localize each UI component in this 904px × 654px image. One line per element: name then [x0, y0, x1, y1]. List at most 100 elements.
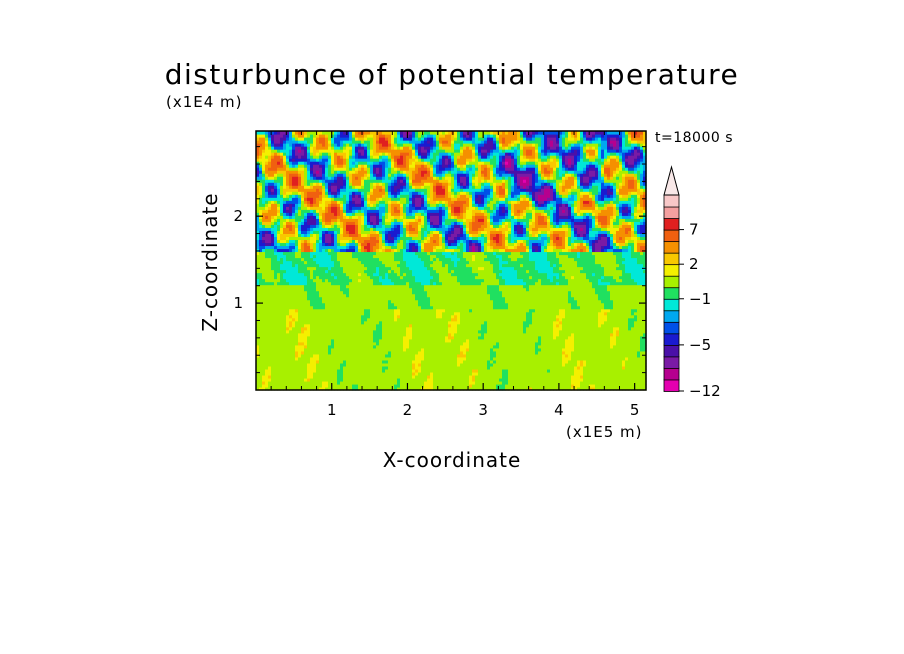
heatmap-cell — [262, 365, 266, 370]
heatmap-cell — [271, 335, 275, 340]
heatmap-cell — [292, 320, 296, 325]
heatmap-cell — [274, 224, 278, 228]
heatmap-cell — [262, 173, 266, 177]
heatmap-cell — [256, 170, 260, 174]
heatmap-cell — [289, 287, 293, 292]
heatmap-cell — [256, 290, 260, 295]
heatmap-cell — [265, 380, 269, 385]
heatmap-cell — [274, 137, 278, 141]
heatmap-cell — [298, 182, 302, 186]
heatmap-cell — [292, 260, 296, 265]
heatmap-cell — [304, 221, 308, 225]
heatmap-cell — [289, 161, 293, 165]
heatmap-cell — [304, 251, 308, 256]
heatmap-cell — [304, 296, 308, 301]
heatmap-cell — [274, 305, 278, 310]
heatmap-cell — [262, 278, 266, 283]
heatmap-cell — [268, 299, 272, 304]
heatmap-cell — [295, 236, 299, 241]
heatmap-cell — [280, 233, 284, 238]
heatmap-cell — [277, 266, 281, 271]
heatmap-cell — [265, 158, 269, 162]
heatmap-cell — [295, 215, 299, 219]
heatmap-cell — [286, 377, 290, 382]
heatmap-cell — [295, 179, 299, 183]
heatmap-cell — [292, 311, 296, 316]
heatmap-cell — [271, 374, 275, 379]
heatmap-cell — [304, 362, 308, 367]
heatmap-cell — [268, 188, 272, 192]
heatmap-cell — [265, 383, 269, 388]
heatmap-cell — [295, 137, 299, 141]
heatmap-cell — [259, 134, 263, 138]
heatmap-cell — [262, 266, 266, 271]
heatmap-cell — [271, 293, 275, 298]
heatmap-cell — [259, 257, 263, 262]
heatmap-cell — [256, 332, 260, 337]
heatmap-cell — [280, 275, 284, 280]
heatmap-cell — [268, 134, 272, 138]
heatmap-cell — [259, 254, 263, 259]
heatmap-cell — [298, 281, 302, 286]
heatmap-cell — [286, 296, 290, 301]
heatmap-cell — [295, 197, 299, 201]
heatmap-cell — [283, 137, 287, 141]
heatmap-cell — [259, 269, 263, 274]
heatmap-cell — [265, 359, 269, 364]
heatmap-cell — [259, 182, 263, 186]
heatmap-cell — [277, 137, 281, 141]
heatmap-cell — [271, 161, 275, 165]
heatmap-cell — [283, 305, 287, 310]
heatmap-cell — [262, 305, 266, 310]
heatmap-cell — [292, 368, 296, 373]
heatmap-cell — [289, 320, 293, 325]
heatmap-cell — [277, 182, 281, 186]
heatmap-cell — [277, 173, 281, 177]
heatmap-cell — [259, 161, 263, 165]
heatmap-cell — [283, 299, 287, 304]
heatmap-cell — [286, 161, 290, 165]
heatmap-cell — [304, 245, 308, 250]
heatmap-cell — [259, 326, 263, 331]
heatmap-cell — [286, 353, 290, 358]
heatmap-cell — [259, 131, 263, 135]
heatmap-cell — [286, 137, 290, 141]
heatmap-cell — [259, 281, 263, 286]
heatmap-cell — [265, 329, 269, 334]
heatmap-cell — [265, 371, 269, 376]
heatmap-cell — [295, 299, 299, 304]
heatmap-cell — [259, 287, 263, 292]
heatmap-cell — [274, 140, 278, 144]
heatmap-cell — [259, 155, 263, 159]
heatmap-cell — [298, 347, 302, 352]
heatmap-cell — [259, 314, 263, 319]
heatmap-cell — [292, 215, 296, 219]
heatmap-cell — [256, 137, 260, 141]
heatmap-cell — [286, 293, 290, 298]
heatmap-cell — [262, 248, 266, 253]
heatmap-cell — [292, 269, 296, 274]
heatmap-cell — [277, 206, 281, 210]
heatmap-cell — [286, 191, 290, 195]
heatmap-cell — [283, 314, 287, 319]
heatmap-cell — [268, 275, 272, 280]
heatmap-cell — [292, 356, 296, 361]
heatmap-cell — [259, 386, 263, 391]
heatmap-cell — [268, 341, 272, 346]
heatmap-cell — [274, 188, 278, 192]
heatmap-cell — [259, 185, 263, 189]
heatmap-cell — [289, 335, 293, 340]
heatmap-cell — [295, 329, 299, 334]
heatmap-cell — [301, 170, 305, 174]
heatmap-cell — [268, 308, 272, 313]
heatmap-cell — [295, 338, 299, 343]
heatmap-cell — [295, 155, 299, 159]
heatmap-cell — [292, 221, 296, 225]
heatmap-cell — [259, 146, 263, 150]
heatmap-cell — [292, 254, 296, 259]
heatmap-cell — [280, 200, 284, 204]
heatmap-cell — [295, 173, 299, 177]
heatmap-cell — [274, 383, 278, 388]
heatmap-cell — [277, 185, 281, 189]
heatmap-cell — [289, 170, 293, 174]
